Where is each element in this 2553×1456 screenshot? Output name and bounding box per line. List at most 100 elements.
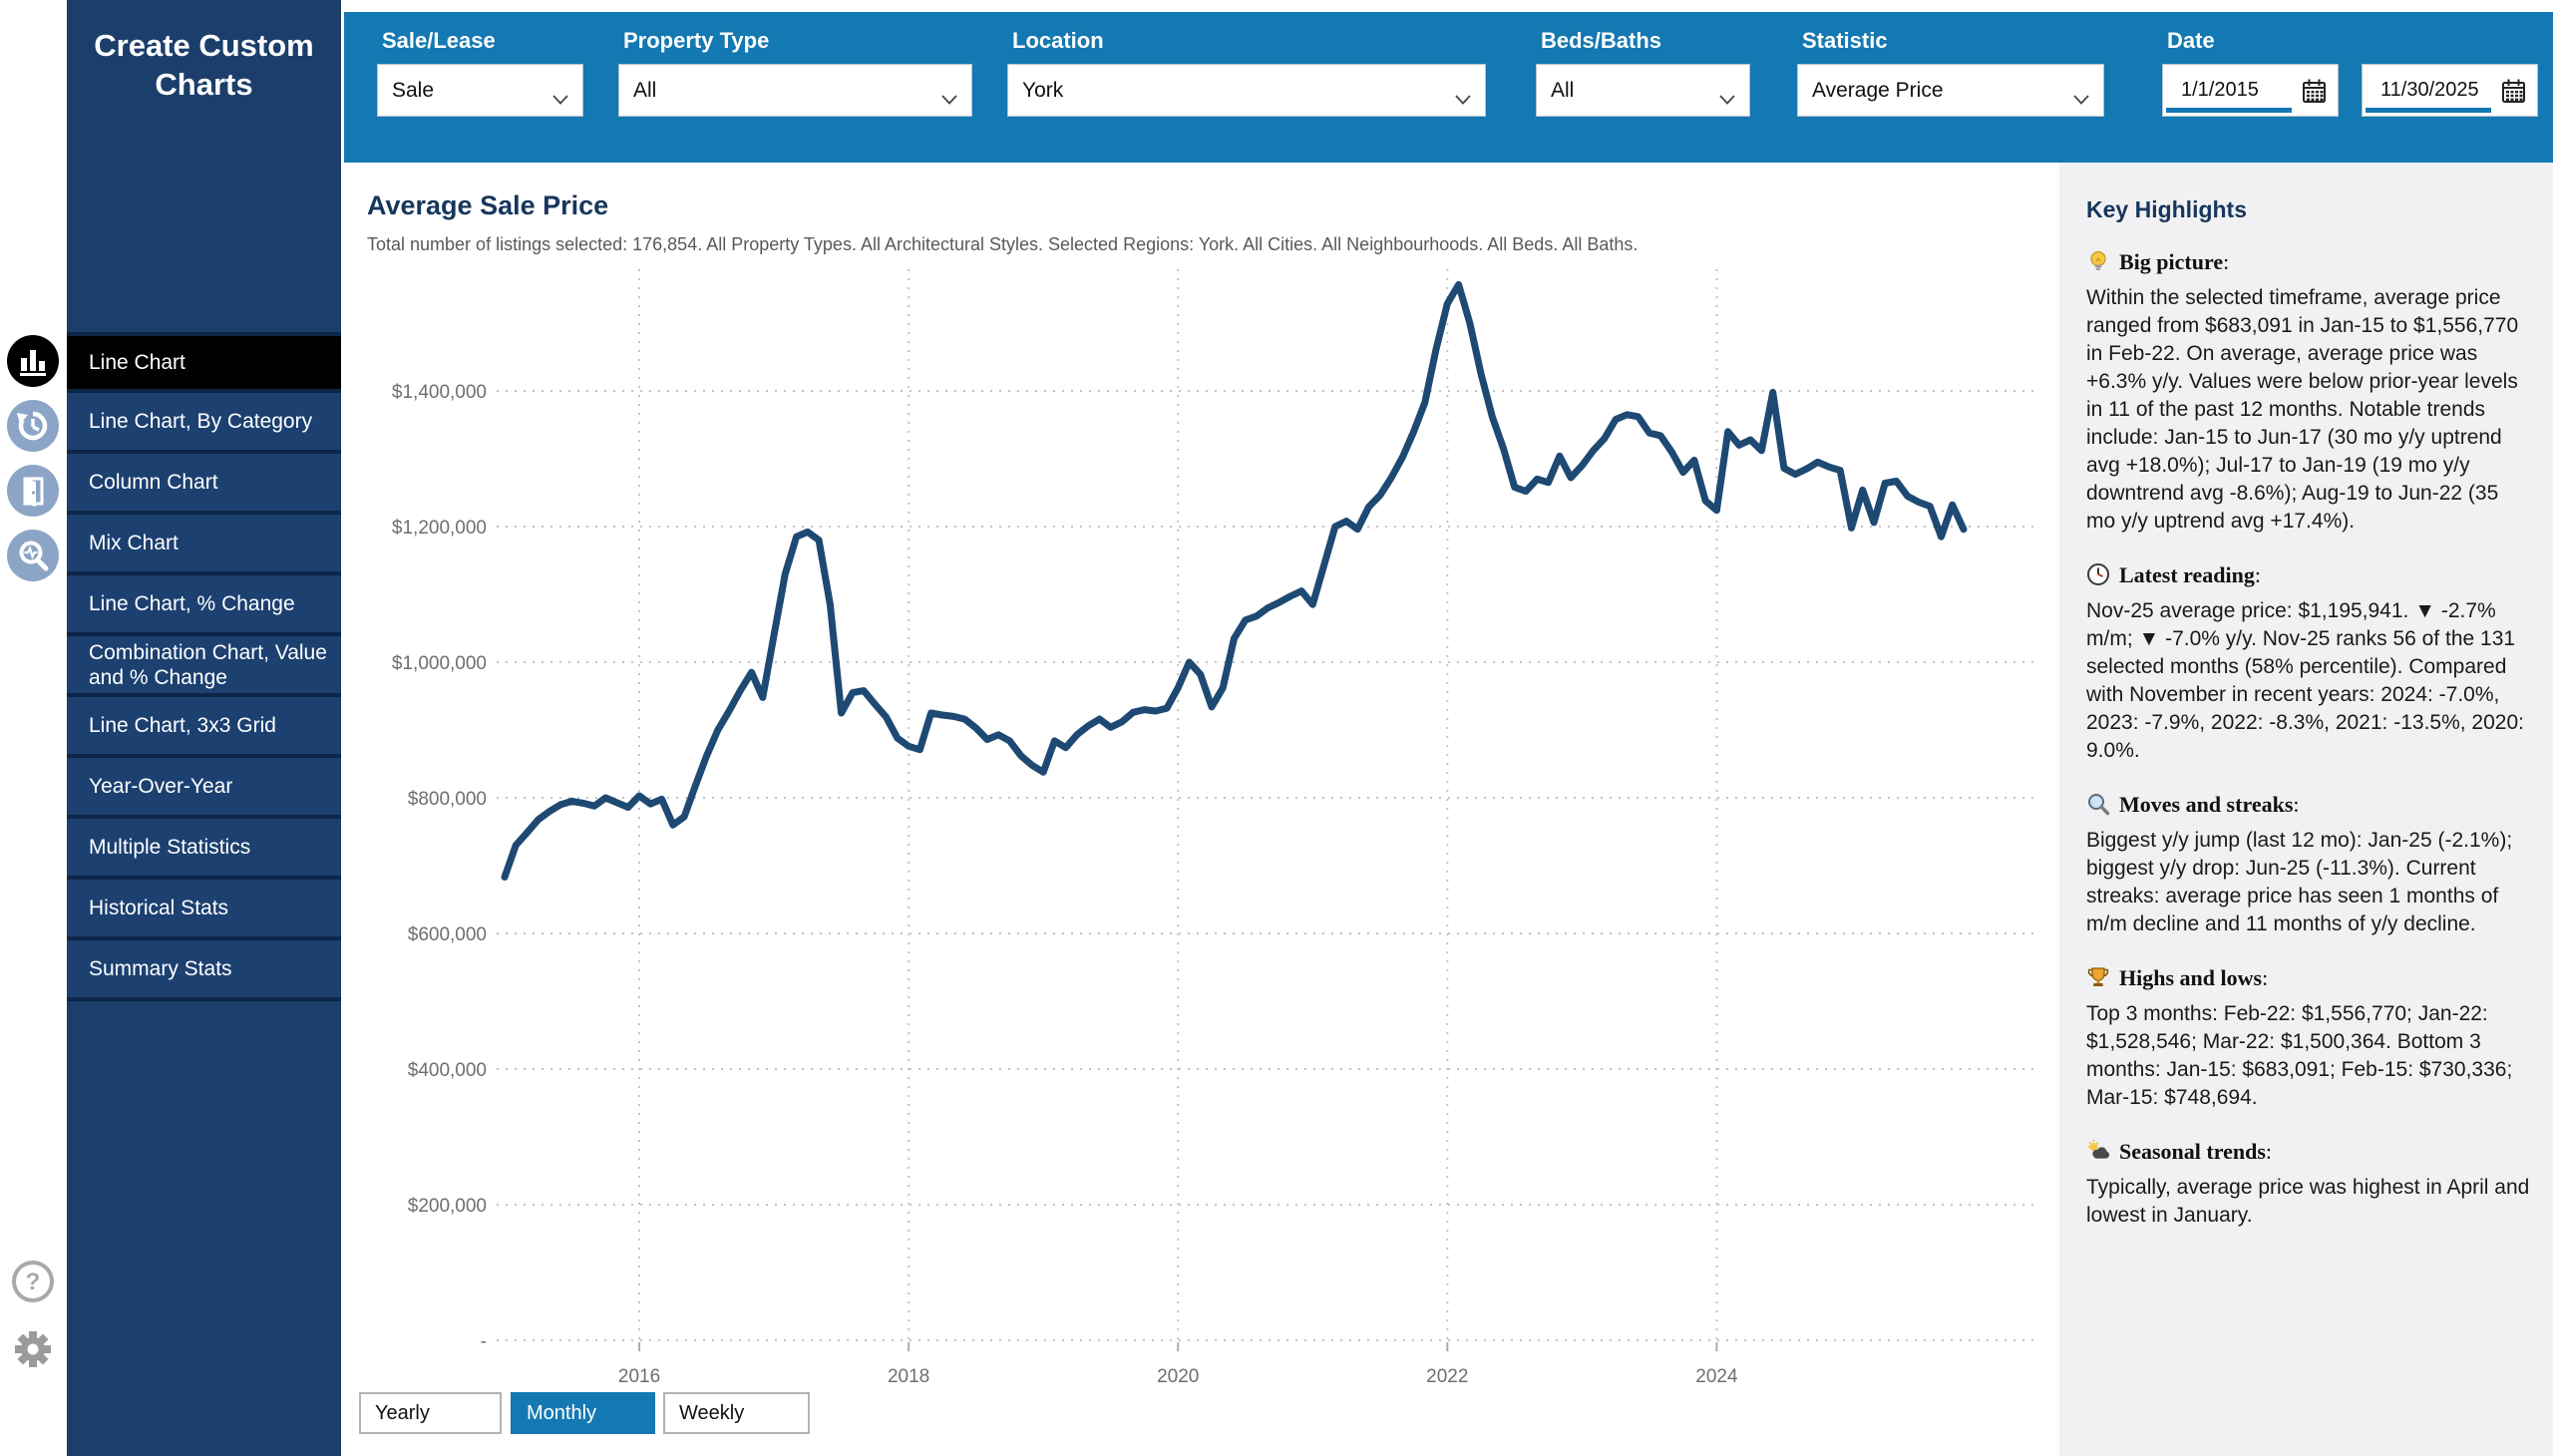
y-tick-label: $1,200,000 xyxy=(392,518,487,539)
calendar-icon[interactable] xyxy=(2500,78,2527,111)
y-tick-label: $800,000 xyxy=(408,789,487,810)
selected-value: York xyxy=(1022,78,1064,102)
x-tick-label: 2018 xyxy=(888,1366,929,1387)
filter-label: Property Type xyxy=(623,28,770,53)
door-icon[interactable] xyxy=(7,465,59,517)
highlight-heading-text: Moves and streaks xyxy=(2119,792,2294,817)
property-type-select[interactable]: All xyxy=(618,64,972,117)
sidebar-item-line-chart[interactable]: Line Chart xyxy=(67,332,341,393)
sidebar-item-multiple-statistics[interactable]: Multiple Statistics xyxy=(67,819,341,880)
sidebar-item-summary-stats[interactable]: Summary Stats xyxy=(67,940,341,1001)
line-chart: $1,400,000 $1,200,000 $1,000,000 $800,000 $6… xyxy=(392,269,2036,1387)
history-icon[interactable] xyxy=(7,400,59,452)
search-pulse-icon[interactable] xyxy=(7,530,59,581)
filter-label: Sale/Lease xyxy=(382,28,496,53)
x-tick-label: 2020 xyxy=(1157,1366,1199,1387)
beds-baths-select[interactable]: All xyxy=(1536,64,1750,117)
help-icon[interactable]: ? xyxy=(11,1260,55,1303)
sidebar-item-year-over-year[interactable]: Year-Over-Year xyxy=(67,758,341,819)
calendar-icon[interactable] xyxy=(2301,78,2328,111)
y-tick-label: - xyxy=(481,1331,487,1352)
y-tick-label: $600,000 xyxy=(408,924,487,945)
sidebar-item-label: Multiple Statistics xyxy=(89,836,251,859)
button-label: Yearly xyxy=(375,1401,430,1424)
sidebar-item-label: Column Chart xyxy=(89,471,218,494)
highlight-section-body: Typically, average price was highest in … xyxy=(2086,1176,2530,1227)
sidebar-item-label: Line Chart, By Category xyxy=(89,410,313,433)
sidebar-item-label: Combination Chart, Value and % Change xyxy=(89,640,327,689)
highlight-section-body: Nov-25 average price: $1,195,941. ▼ -2.7… xyxy=(2086,599,2524,762)
date-underline xyxy=(2366,108,2491,113)
sidebar-item-label: Year-Over-Year xyxy=(89,775,233,798)
x-tick-label: 2024 xyxy=(1695,1366,1738,1387)
yearly-button[interactable]: Yearly xyxy=(359,1392,502,1434)
magnifier-icon xyxy=(2086,792,2110,822)
sidebar-item-line-chart-change[interactable]: Line Chart, % Change xyxy=(67,575,341,636)
filter-label: Statistic xyxy=(1802,28,1888,53)
selected-value: All xyxy=(1551,78,1575,102)
average-price-line xyxy=(501,280,1968,881)
sidebar-item-column-chart[interactable]: Column Chart xyxy=(67,454,341,515)
sidebar-item-combination-chart-value-and-change[interactable]: Combination Chart, Value and % Change xyxy=(67,636,341,697)
chart-gridlines xyxy=(497,269,2036,1341)
settings-gear-icon[interactable] xyxy=(11,1327,55,1371)
chevron-down-icon xyxy=(552,87,568,111)
sidebar-title: Create Custom Charts xyxy=(94,28,314,102)
highlight-section-big-picture: Big picture: Within the selected timefram… xyxy=(2086,249,2531,536)
sale-lease-select[interactable]: Sale xyxy=(377,64,583,117)
date-from-value: 1/1/2015 xyxy=(2181,79,2259,101)
sidebar-item-label: Line Chart, % Change xyxy=(89,592,295,615)
chevron-down-icon xyxy=(1719,87,1735,111)
icon-rail: ? xyxy=(0,0,67,1456)
x-tick-label: 2022 xyxy=(1426,1366,1468,1387)
clock-icon xyxy=(2086,562,2110,592)
selected-value: Sale xyxy=(392,78,435,102)
filter-label: Beds/Baths xyxy=(1541,28,1662,53)
sidebar-item-label: Line Chart, 3x3 Grid xyxy=(89,714,276,737)
highlight-section-body: Within the selected timeframe, average p… xyxy=(2086,286,2519,533)
sidebar-item-mix-chart[interactable]: Mix Chart xyxy=(67,515,341,575)
date-to-value: 11/30/2025 xyxy=(2380,79,2479,101)
sidebar-item-line-chart-3x3-grid[interactable]: Line Chart, 3x3 Grid xyxy=(67,697,341,758)
highlight-section-heading: Moves and streaks: xyxy=(2086,792,2531,822)
weekly-button[interactable]: Weekly xyxy=(663,1392,810,1434)
highlight-heading-text: Seasonal trends xyxy=(2119,1139,2266,1164)
statistic-select[interactable]: Average Price xyxy=(1797,64,2104,117)
bar-chart-icon[interactable] xyxy=(7,335,59,387)
button-label: Weekly xyxy=(679,1401,745,1424)
highlight-section-heading: Highs and lows: xyxy=(2086,965,2531,995)
key-highlights-panel: Key Highlights Big picture: Within the se… xyxy=(2059,163,2553,1456)
button-label: Monthly xyxy=(527,1401,597,1424)
highlight-section-body: Top 3 months: Feb-22: $1,556,770; Jan-22… xyxy=(2086,1002,2513,1109)
highlight-section-highs-and-lows: Highs and lows: Top 3 months: Feb-22: $1,… xyxy=(2086,965,2531,1112)
highlight-section-latest-reading: Latest reading: Nov-25 average price: $1,… xyxy=(2086,562,2531,765)
highlight-section-heading: Big picture: xyxy=(2086,249,2531,279)
highlight-section-heading: Latest reading: xyxy=(2086,562,2531,592)
sidebar-item-historical-stats[interactable]: Historical Stats xyxy=(67,880,341,940)
y-axis-labels: $1,400,000 $1,200,000 $1,000,000 $800,000 $6… xyxy=(392,382,487,1352)
sun-cloud-icon xyxy=(2086,1139,2110,1169)
highlight-section-moves-and-streaks: Moves and streaks: Biggest y/y jump (last… xyxy=(2086,792,2531,938)
filter-label: Location xyxy=(1012,28,1104,53)
sidebar-item-line-chart-by-category[interactable]: Line Chart, By Category xyxy=(67,393,341,454)
location-select[interactable]: York xyxy=(1007,64,1486,117)
highlight-section-body: Biggest y/y jump (last 12 mo): Jan-25 (-… xyxy=(2086,829,2513,935)
date-from-input[interactable]: 1/1/2015 xyxy=(2162,64,2339,117)
y-tick-label: $1,400,000 xyxy=(392,382,487,403)
y-tick-label: $1,000,000 xyxy=(392,653,487,674)
date-underline xyxy=(2166,108,2292,113)
chevron-down-icon xyxy=(941,87,957,111)
highlight-heading-text: Highs and lows xyxy=(2119,965,2263,990)
selected-value: All xyxy=(633,78,657,102)
sidebar-item-label: Historical Stats xyxy=(89,897,229,919)
chart-type-menu: Line Chart Line Chart, By Category Column … xyxy=(67,332,341,1001)
key-highlights-title: Key Highlights xyxy=(2086,196,2248,222)
monthly-button[interactable]: Monthly xyxy=(511,1392,655,1434)
highlight-heading-text: Latest reading xyxy=(2119,562,2255,587)
selected-value: Average Price xyxy=(1812,78,1944,102)
lightbulb-icon xyxy=(2086,249,2110,279)
trophy-icon xyxy=(2086,965,2110,995)
y-tick-label: $200,000 xyxy=(408,1196,487,1217)
date-to-input[interactable]: 11/30/2025 xyxy=(2362,64,2538,117)
